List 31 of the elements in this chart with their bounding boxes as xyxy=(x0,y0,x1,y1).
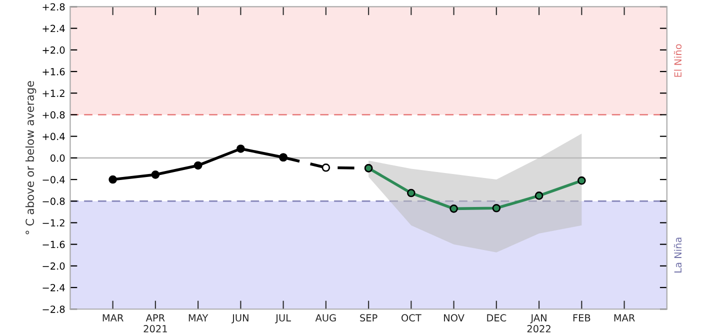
y-axis-title: ° C above or below average xyxy=(25,81,36,234)
y-tick-label: −2.0 xyxy=(42,262,65,270)
x-tick-label: DEC xyxy=(487,314,506,322)
y-tick-label: +2.8 xyxy=(42,3,65,11)
x-tick-label: JUL xyxy=(275,314,291,324)
y-tick-label: +1.2 xyxy=(42,90,64,97)
x-tick-label: MAR xyxy=(614,314,635,322)
band-label: El Niño xyxy=(674,44,682,77)
x-tick-label: FEB xyxy=(573,314,590,322)
x-tick-label: OCT xyxy=(402,314,422,322)
x-tick-label: SEP xyxy=(360,314,378,322)
x-tick-label: MAY xyxy=(188,314,208,322)
y-tick-label: −1.2 xyxy=(42,219,64,226)
y-tick-label: +0.4 xyxy=(42,132,65,140)
x-tick-label: AUG xyxy=(315,314,336,322)
y-tick-label: −0.8 xyxy=(42,198,65,205)
y-tick-label: +1.6 xyxy=(42,68,65,76)
x-tick-label: MAR xyxy=(102,314,124,322)
x-tick-label: JAN 2022 xyxy=(527,314,550,332)
y-tick-label: −1.6 xyxy=(42,240,65,248)
y-tick-label: +2.0 xyxy=(42,46,65,54)
y-tick-label: −0.4 xyxy=(42,176,65,184)
y-tick-label: +2.4 xyxy=(42,24,65,32)
y-tick-label: 0.0 xyxy=(50,154,65,162)
x-tick-label: JUN xyxy=(232,314,248,324)
x-tick-label: NOV xyxy=(444,314,464,322)
band-label: La Niña xyxy=(674,238,682,272)
y-tick-label: +0.8 xyxy=(42,111,65,119)
x-tick-label: APR 2021 xyxy=(144,314,167,332)
y-tick-label: −2.4 xyxy=(42,284,65,292)
y-tick-label: −2.8 xyxy=(42,306,65,313)
